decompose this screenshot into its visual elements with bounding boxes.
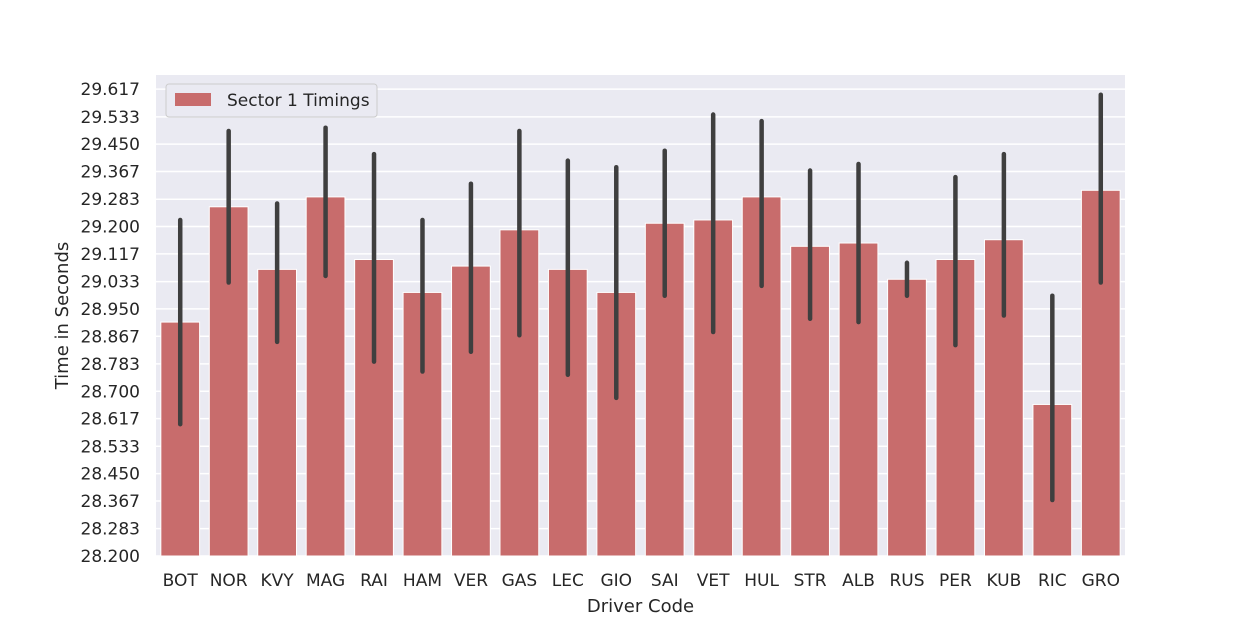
x-tick-label: RIC: [1038, 571, 1067, 591]
y-tick-label: 28.783: [81, 355, 140, 375]
y-tick-label: 28.450: [81, 465, 140, 485]
y-tick-label: 28.700: [81, 382, 140, 402]
plot-background: [156, 75, 1125, 556]
bar-rus: [887, 278, 927, 557]
x-tick-label: ALB: [842, 571, 875, 591]
y-tick-label: 28.533: [81, 437, 140, 457]
x-tick-label: GAS: [502, 571, 538, 591]
bars: [160, 189, 1121, 557]
legend: Sector 1 Timings: [165, 83, 378, 118]
x-tick-label: VER: [454, 571, 488, 591]
x-tick-label: PER: [939, 571, 972, 591]
x-tick-label: BOT: [163, 571, 199, 591]
x-tick-label: KUB: [986, 571, 1021, 591]
y-tick-label: 29.033: [81, 273, 140, 293]
x-tick-label: STR: [794, 571, 827, 591]
y-tick-label: 28.617: [81, 410, 140, 430]
y-tick-label: 29.367: [81, 163, 140, 183]
y-tick-label: 29.450: [81, 135, 140, 155]
y-tick-label: 28.283: [81, 520, 140, 540]
y-tick-label: 28.950: [81, 300, 140, 320]
x-tick-label: RUS: [889, 571, 924, 591]
y-tick-label: 28.200: [81, 547, 140, 567]
x-tick-label: GIO: [600, 571, 632, 591]
y-tick-label: 29.533: [81, 108, 140, 128]
y-tick-label: 29.617: [81, 80, 140, 100]
x-tick-label: KVY: [261, 571, 295, 591]
x-tick-label: GRO: [1082, 571, 1120, 591]
x-tick-label: NOR: [210, 571, 248, 591]
legend-box: [165, 83, 378, 118]
x-tick-label: HUL: [744, 571, 779, 591]
x-tick-label: SAI: [651, 571, 679, 591]
x-tick-label: VET: [697, 571, 730, 591]
y-tick-label: 28.867: [81, 327, 140, 347]
legend-swatch: [175, 93, 211, 106]
x-tick-labels: BOT NOR KVY MAG RAI HAM VER GAS LEC GIO SAI VET HUL S…: [163, 571, 1120, 591]
legend-label: Sector 1 Timings: [227, 91, 370, 111]
error-bars: [177, 92, 1104, 503]
y-tick-label: 29.200: [81, 218, 140, 238]
y-tick-label: 29.283: [81, 190, 140, 210]
x-axis-label: Driver Code: [587, 596, 694, 617]
x-tick-label: HAM: [403, 571, 442, 591]
y-axis-label: Time in Seconds: [52, 242, 73, 391]
x-tick-label: RAI: [360, 571, 388, 591]
x-tick-label: LEC: [552, 571, 584, 591]
y-tick-label: 29.117: [81, 245, 140, 265]
x-tick-label: MAG: [306, 571, 345, 591]
y-tick-label: 28.367: [81, 492, 140, 512]
y-tick-labels: 28.200 28.283 28.367 28.450 28.533 28.617 28.7…: [81, 80, 140, 567]
